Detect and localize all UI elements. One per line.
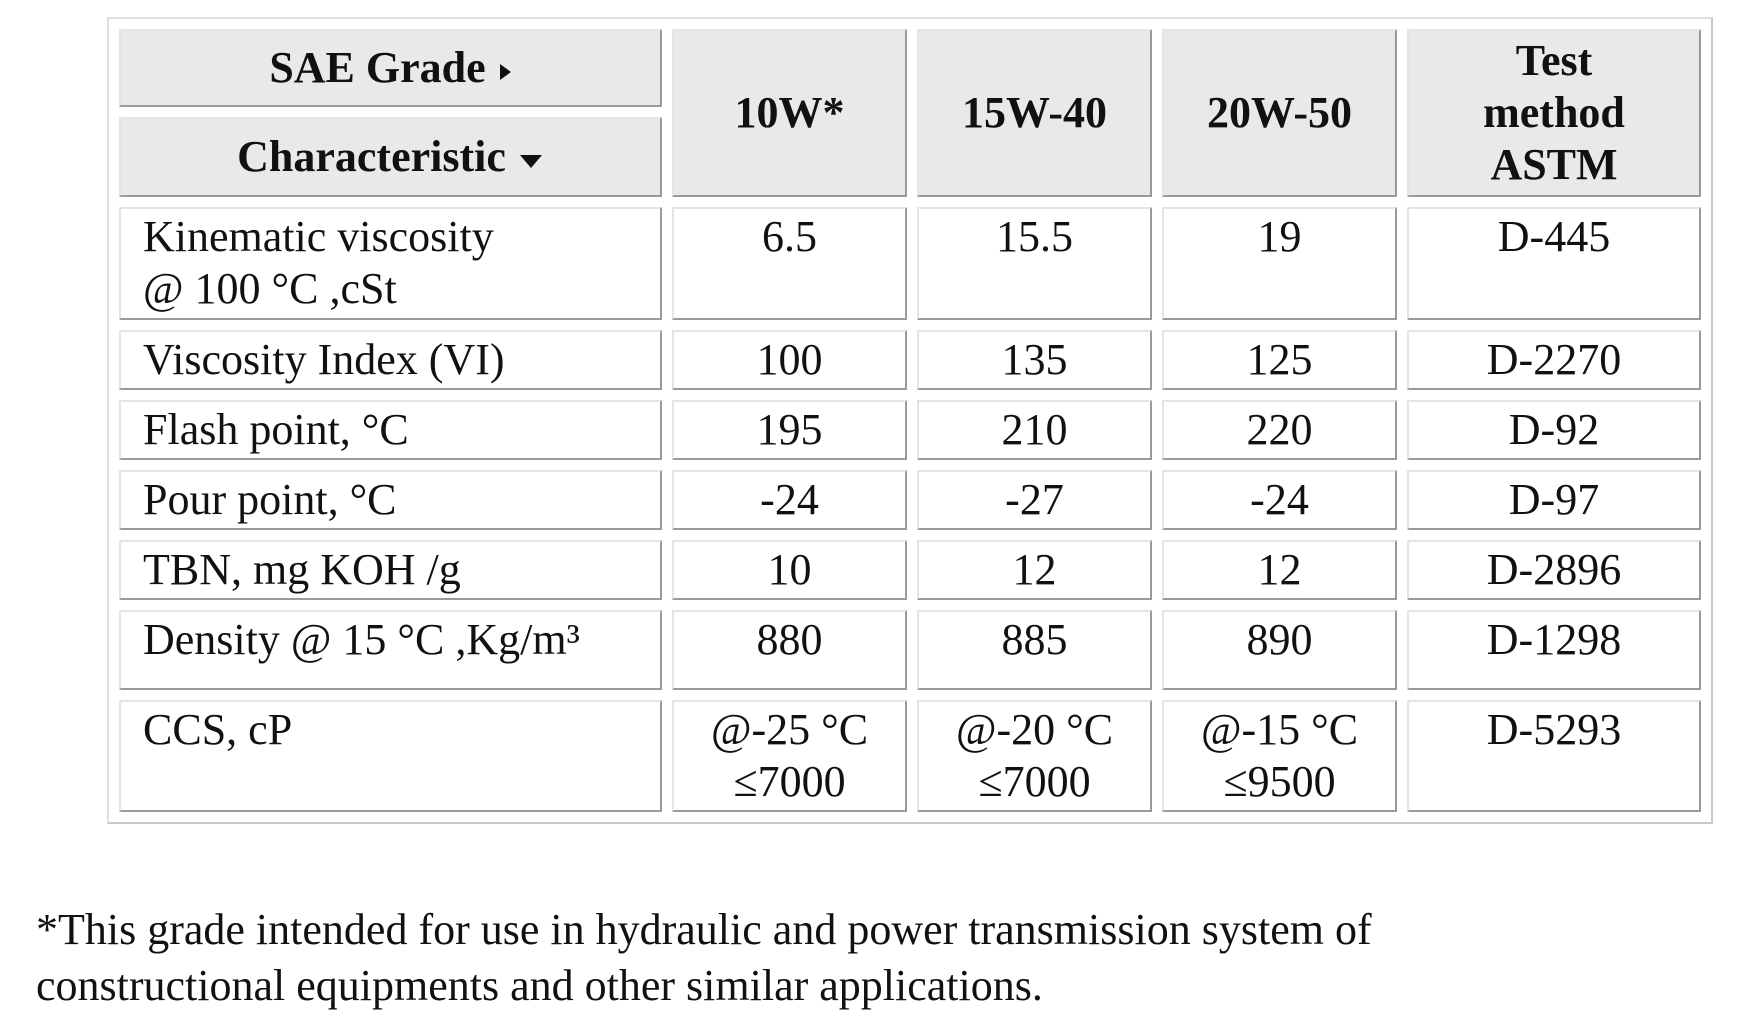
table-cell: D-5293 xyxy=(1407,700,1701,812)
down-arrow-icon xyxy=(519,154,542,168)
table-cell: D-2896 xyxy=(1407,540,1701,600)
table-cell: 15.5 xyxy=(917,207,1152,320)
table-cell: @-15 °C ≤9500 xyxy=(1162,700,1397,812)
header-cell: 15W-40 xyxy=(917,29,1152,197)
characteristic-label: Characteristic xyxy=(237,132,506,181)
table-cell: 880 xyxy=(672,610,907,690)
table-cell: 125 xyxy=(1162,330,1397,390)
table-cell: 220 xyxy=(1162,400,1397,460)
table-cell: D-1298 xyxy=(1407,610,1701,690)
table-body: Kinematic viscosity @ 100 °C ,cSt 6.5 15.5… xyxy=(119,207,1701,812)
table-cell: 100 xyxy=(672,330,907,390)
row-label: Density @ 15 °C ,Kg/m³ xyxy=(119,610,662,690)
table-cell: @-20 °C ≤7000 xyxy=(917,700,1152,812)
table-row: Flash point, °C 195 210 220 D-92 xyxy=(119,400,1701,460)
header-cell: 10W* xyxy=(672,29,907,197)
header-cell: 20W-50 xyxy=(1162,29,1397,197)
table-row: CCS, cP @-25 °C ≤7000 @-20 °C ≤7000 @-15 °C… xyxy=(119,700,1701,812)
table-cell: 135 xyxy=(917,330,1152,390)
table-cell: -27 xyxy=(917,470,1152,530)
table-cell: 19 xyxy=(1162,207,1397,320)
row-label: TBN, mg KOH /g xyxy=(119,540,662,600)
table-row: Pour point, °C -24 -27 -24 D-97 xyxy=(119,470,1701,530)
table-cell: 12 xyxy=(917,540,1152,600)
table-cell: @-25 °C ≤7000 xyxy=(672,700,907,812)
table-cell: D-92 xyxy=(1407,400,1701,460)
header-cell: Characteristic xyxy=(119,117,662,197)
row-label: Flash point, °C xyxy=(119,400,662,460)
row-label: Kinematic viscosity @ 100 °C ,cSt xyxy=(119,207,662,320)
footnote: *This grade intended for use in hydrauli… xyxy=(36,905,1372,1010)
spec-table: SAE Grade 10W* 15W-40 20W-50 Test method… xyxy=(107,17,1713,824)
table-cell: -24 xyxy=(1162,470,1397,530)
table-row: Viscosity Index (VI) 100 135 125 D-2270 xyxy=(119,330,1701,390)
table-row: Density @ 15 °C ,Kg/m³ 880 885 890 D-1298 xyxy=(119,610,1701,690)
row-label: Viscosity Index (VI) xyxy=(119,330,662,390)
table-cell: 6.5 xyxy=(672,207,907,320)
table-cell: D-445 xyxy=(1407,207,1701,320)
row-label: Pour point, °C xyxy=(119,470,662,530)
table-cell: 10 xyxy=(672,540,907,600)
header-cell: Test method ASTM xyxy=(1407,29,1701,197)
table-row: Kinematic viscosity @ 100 °C ,cSt 6.5 15.5… xyxy=(119,207,1701,320)
table-cell: 885 xyxy=(917,610,1152,690)
table-cell: 890 xyxy=(1162,610,1397,690)
right-arrow-icon xyxy=(499,63,511,80)
table-row: TBN, mg KOH /g 10 12 12 D-2896 xyxy=(119,540,1701,600)
table-cell: 195 xyxy=(672,400,907,460)
table-cell: D-2270 xyxy=(1407,330,1701,390)
sae-grade-label: SAE Grade xyxy=(269,43,486,92)
header-cell: SAE Grade xyxy=(119,29,662,107)
row-label: CCS, cP xyxy=(119,700,662,812)
table-cell: 12 xyxy=(1162,540,1397,600)
table-cell: -24 xyxy=(672,470,907,530)
table-cell: 210 xyxy=(917,400,1152,460)
table-cell: D-97 xyxy=(1407,470,1701,530)
